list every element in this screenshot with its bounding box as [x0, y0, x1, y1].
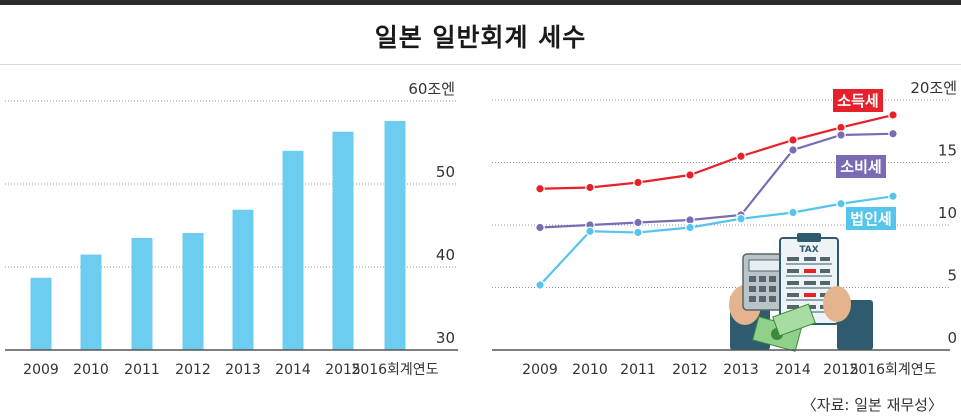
calculator-key: [769, 296, 776, 302]
top-rule: [0, 0, 961, 5]
calculator-key: [749, 296, 756, 302]
calculator-key: [759, 286, 766, 292]
data-point: [788, 145, 798, 155]
page-title: 일본 일반회계 세수: [374, 23, 587, 52]
series-2: 소비세: [535, 128, 898, 233]
y-tick-label: 30: [436, 329, 455, 347]
bar: [80, 254, 102, 350]
data-point: [888, 128, 898, 139]
bar: [131, 237, 153, 350]
tax-illustration: TAX: [729, 233, 873, 352]
source-note: 〈자료: 일본 재무성〉: [801, 396, 943, 414]
x-tick-label: 2014: [775, 362, 811, 378]
x-tick-label: 2012: [175, 362, 211, 378]
y-tick-label: 60조엔: [408, 80, 455, 98]
x-tick-label: 2009: [522, 362, 558, 378]
series-line: [539, 113, 894, 190]
x-tick-label: 2011: [620, 362, 656, 378]
y-tick-label: 10: [938, 204, 957, 222]
calculator-key: [749, 286, 756, 292]
series-label-box: [833, 89, 883, 112]
clipboard-cell: [787, 269, 799, 273]
data-point: [585, 182, 595, 193]
tax-icon: TAX: [799, 245, 818, 255]
data-point: [633, 217, 643, 228]
x-tick-label: 2010: [572, 362, 608, 378]
clipboard-cell: [820, 257, 830, 261]
series-label: 소비세: [840, 158, 881, 176]
y-tick-label: 15: [938, 142, 957, 160]
banknote: [772, 303, 816, 337]
data-point: [836, 198, 846, 209]
x-tick-label: 2013: [723, 362, 759, 378]
data-point: [736, 213, 746, 224]
clipboard-cell: [787, 257, 799, 261]
clipboard-cell: [787, 281, 799, 285]
data-point: [888, 110, 898, 120]
series-1: 소득세: [535, 89, 898, 194]
clipboard-cell: [804, 257, 816, 261]
data-point: [888, 191, 898, 202]
clipboard-cell: [787, 305, 799, 309]
series-line: [539, 132, 894, 229]
x-tick-label: 2016회계연도: [351, 362, 438, 378]
line-chart: 0 5 10 15 20조엔 TAX 2009 2010 2011 2012 2013 2014 201…: [492, 79, 957, 378]
y-tick-label: 50: [436, 163, 455, 181]
clipboard-cell: [820, 269, 830, 273]
clipboard-cell: [820, 281, 830, 285]
x-tick-label: 2012: [672, 362, 708, 378]
calculator-key: [769, 286, 776, 292]
right-hand: [823, 286, 851, 322]
data-point: [788, 135, 798, 145]
series-3: 법인세: [535, 191, 898, 290]
data-point: [836, 130, 846, 140]
series-label-box: [836, 155, 886, 178]
bar: [282, 150, 304, 350]
calculator-key: [759, 296, 766, 302]
data-point: [685, 222, 695, 233]
series-line: [539, 195, 894, 286]
x-tick-label: 2015: [325, 362, 361, 378]
data-point: [633, 227, 643, 238]
y-tick-label: 5: [947, 267, 957, 285]
x-tick-label: 2015: [823, 362, 859, 378]
series-label: 법인세: [850, 210, 891, 228]
x-tick-label: 2016회계연도: [849, 362, 936, 378]
x-tick-label: 2011: [124, 362, 160, 378]
data-point: [535, 222, 545, 233]
data-point: [736, 151, 746, 162]
x-tick-label: 2013: [225, 362, 261, 378]
data-point: [685, 170, 695, 180]
title-separator: [0, 64, 961, 65]
calculator-key: [749, 276, 756, 282]
data-point: [535, 183, 545, 194]
x-tick-label: 2009: [23, 362, 59, 378]
calculator-key: [759, 276, 766, 282]
clipboard-clip: [797, 233, 821, 242]
bar: [30, 277, 52, 350]
bar: [384, 120, 406, 350]
data-point: [633, 177, 643, 188]
clipboard-cell: [804, 281, 816, 285]
bar-chart: 30 40 50 60조엔 2009 2010 2011 2012 2013 2014 201520…: [5, 80, 458, 378]
clipboard-cell: [804, 293, 816, 297]
clipboard-cell: [787, 293, 799, 297]
calculator-key: [769, 276, 776, 282]
series-label: 소득세: [837, 92, 878, 110]
series-label-box: [846, 207, 896, 230]
x-tick-label: 2010: [73, 362, 109, 378]
y-tick-label: 0: [947, 329, 957, 347]
bar: [232, 209, 254, 350]
bar: [182, 232, 204, 350]
data-point: [585, 226, 595, 237]
x-tick-label: 2014: [275, 362, 311, 378]
clipboard-cell: [804, 269, 816, 273]
bar: [332, 131, 354, 350]
y-tick-label: 40: [436, 246, 455, 264]
data-point: [788, 207, 798, 218]
y-tick-label: 20조엔: [910, 79, 957, 97]
data-point: [535, 280, 545, 290]
